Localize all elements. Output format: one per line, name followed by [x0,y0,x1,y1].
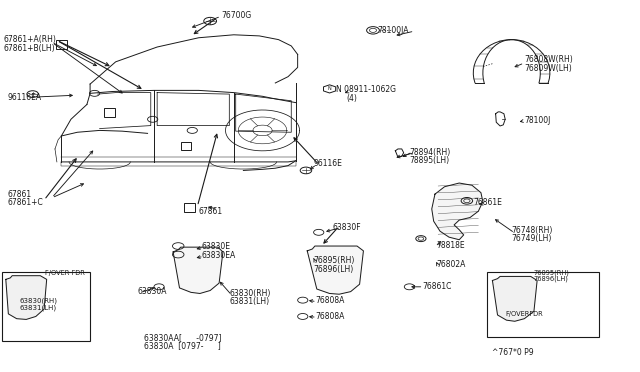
Text: 76808W(RH): 76808W(RH) [524,55,573,64]
Bar [56,40,67,48]
Polygon shape [307,246,364,294]
Polygon shape [432,183,483,240]
Polygon shape [492,276,537,321]
Text: 76809W(LH): 76809W(LH) [524,64,572,73]
Text: 63830E: 63830E [202,241,231,250]
Text: 76896(LH): 76896(LH) [314,264,354,273]
Text: ^767*0 P9: ^767*0 P9 [492,348,534,357]
Text: 76861C: 76861C [422,282,452,291]
Text: 67861+B(LH): 67861+B(LH) [4,44,56,53]
Text: 63830A  [0797-      ]: 63830A [0797- ] [145,341,221,350]
Text: 63830F: 63830F [333,223,362,232]
Text: 67861: 67861 [198,208,223,217]
Text: F/OVERFDR: F/OVERFDR [505,311,543,317]
FancyBboxPatch shape [487,272,599,337]
FancyBboxPatch shape [2,272,90,341]
Text: 78894(RH): 78894(RH) [410,148,451,157]
Text: 78895(LH): 78895(LH) [410,156,449,165]
Text: 67861+C: 67861+C [7,198,43,207]
Text: 76896(LH): 76896(LH) [534,276,569,282]
Text: 63830A: 63830A [138,287,168,296]
Bar [104,108,115,117]
Text: 76808A: 76808A [315,296,344,305]
Text: 76861E: 76861E [473,198,502,207]
Bar [184,203,195,212]
Bar [180,142,191,150]
Text: 78818E: 78818E [436,241,465,250]
Text: N: N [328,86,332,92]
Text: 76749(LH): 76749(LH) [511,234,552,243]
Text: 63830EA: 63830EA [202,251,236,260]
Text: N 08911-1062G: N 08911-1062G [336,85,396,94]
Text: 76700G: 76700G [221,11,252,20]
Text: 76748(RH): 76748(RH) [511,226,553,235]
Text: 96116E: 96116E [314,159,342,168]
Text: 96116EA: 96116EA [7,93,41,102]
Text: 67861+A(RH): 67861+A(RH) [4,35,57,44]
Text: 63830(RH): 63830(RH) [20,298,58,304]
Polygon shape [6,276,47,320]
Text: 67861: 67861 [7,190,31,199]
Text: 63830(RH): 63830(RH) [229,289,271,298]
Text: 76802A: 76802A [436,260,466,269]
Text: 63830AA[      -0797]: 63830AA[ -0797] [145,333,222,343]
Text: 76895(RH): 76895(RH) [314,256,355,265]
Text: 63831(LH): 63831(LH) [20,304,57,311]
Text: 76895(RH): 76895(RH) [534,270,570,276]
Text: 76808A: 76808A [315,312,344,321]
Polygon shape [173,247,223,294]
Text: F/OVER FDR: F/OVER FDR [45,270,84,276]
Text: 78100J: 78100J [524,116,551,125]
Text: 63831(LH): 63831(LH) [229,297,269,306]
Text: 78100JA: 78100JA [378,26,409,35]
Text: (4): (4) [347,94,358,103]
